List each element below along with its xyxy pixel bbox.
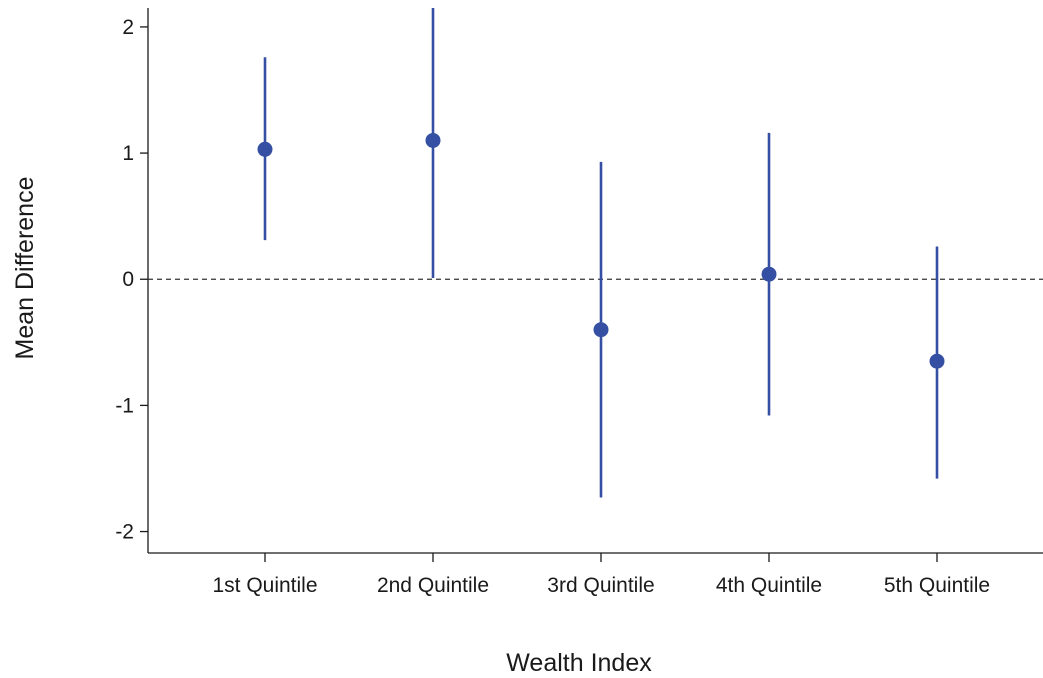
y-axis: -2 -1 0 1 2 [115,8,149,553]
x-axis-title: Wealth Index [506,649,652,677]
data-point [929,353,945,369]
data-point [425,132,441,148]
x-tick-label: 1st Quintile [212,574,317,597]
data-point [761,266,777,282]
x-tick-label: 5th Quintile [884,574,990,597]
data-point [593,322,609,338]
data-points [257,132,945,369]
x-tick-label: 4th Quintile [716,574,822,597]
y-tick-label: -1 [115,394,134,417]
x-tick-label: 3rd Quintile [547,574,654,597]
data-point [257,141,273,157]
y-tick-label: -2 [115,521,134,544]
error-bars [263,8,939,498]
y-tick-label: 0 [122,268,134,291]
y-tick-label: 2 [122,16,134,39]
x-tick-label: 2nd Quintile [377,574,489,597]
x-axis: 1st Quintile 2nd Quintile 3rd Quintile 4th … [148,552,1043,597]
y-tick-label: 1 [122,142,134,165]
y-axis-title: Mean Difference [11,177,39,360]
